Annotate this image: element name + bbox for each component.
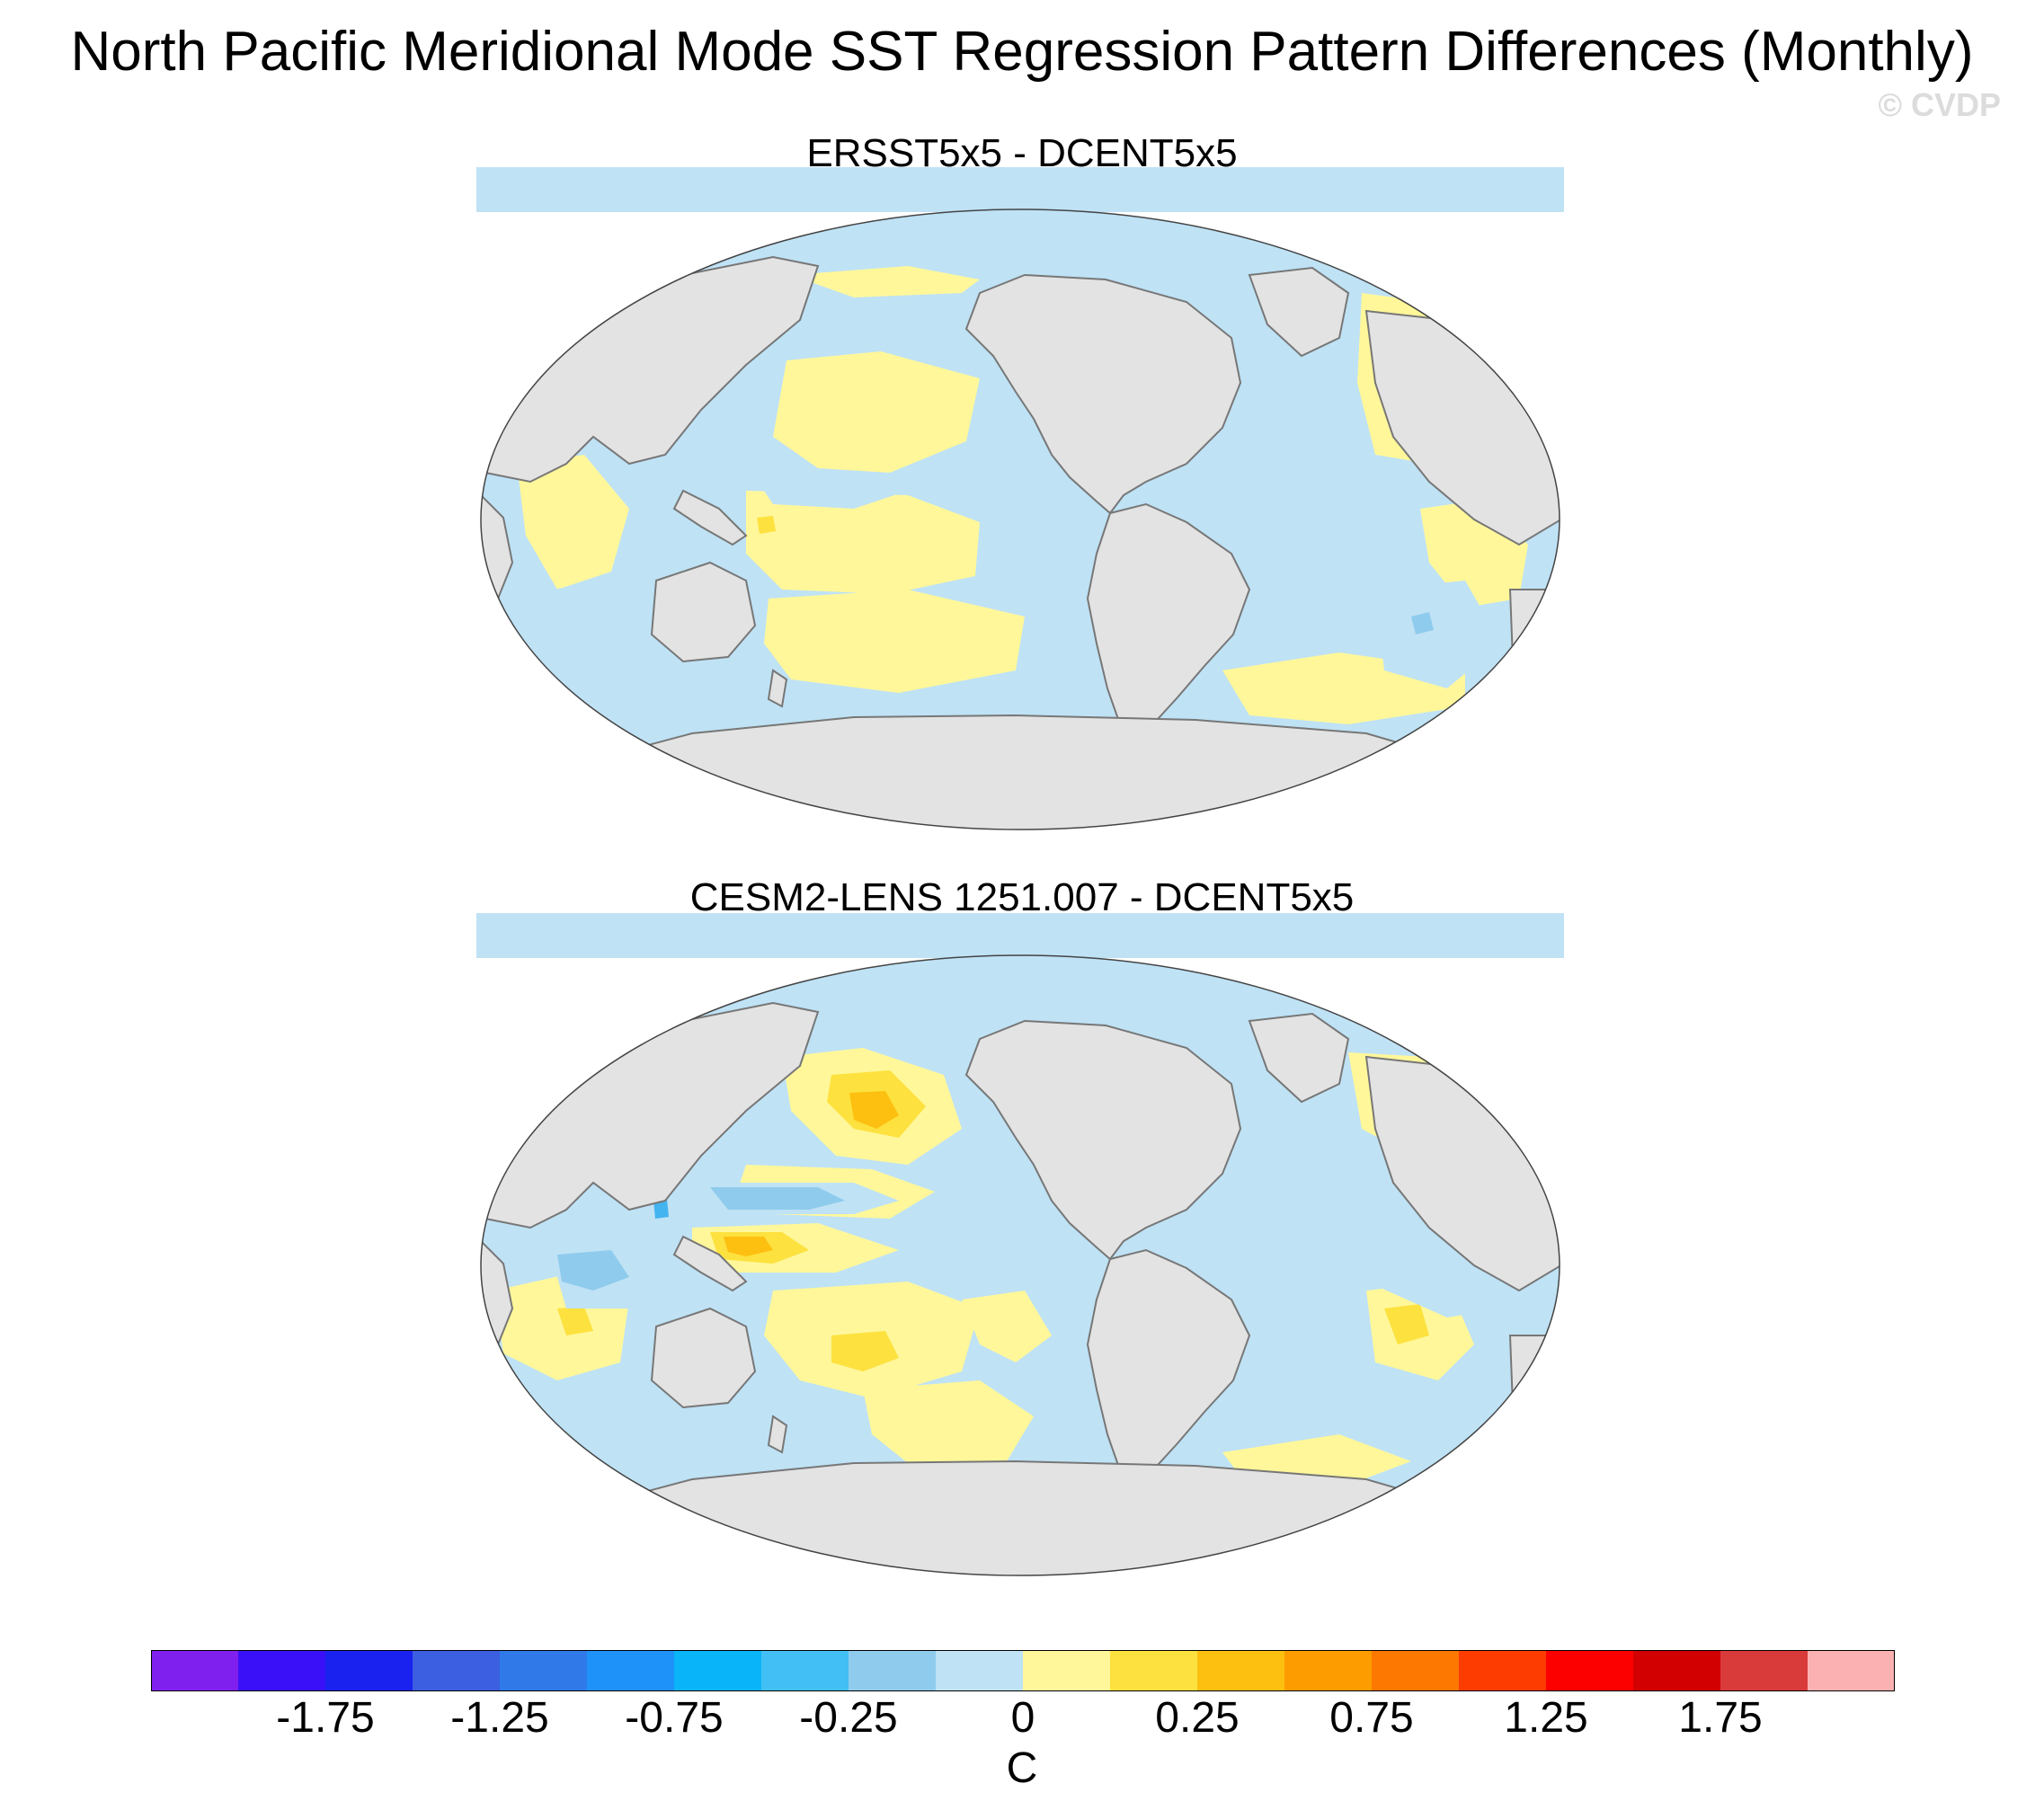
land-mass xyxy=(1508,589,1564,762)
sst-anomaly-region xyxy=(746,464,908,509)
sst-anomaly-region xyxy=(764,590,1025,693)
land-mass xyxy=(1086,502,1251,746)
colorbar-swatch xyxy=(936,1650,1024,1691)
colorbar-tick-label: -0.25 xyxy=(799,1694,898,1742)
sst-anomaly-region xyxy=(724,1237,773,1256)
colorbar-tick-label: 0.75 xyxy=(1329,1694,1414,1742)
sst-anomaly-region xyxy=(517,455,629,590)
colorbar-tick-label: -0.75 xyxy=(625,1694,724,1742)
colorbar-frame xyxy=(151,1650,1895,1691)
land-mass xyxy=(650,1307,757,1409)
colorbar-tick-label: 0 xyxy=(1010,1694,1035,1742)
land-mass xyxy=(964,1019,1242,1261)
colorbar-swatch xyxy=(1633,1650,1721,1691)
colorbar-swatch xyxy=(587,1650,675,1691)
land-mass xyxy=(1248,266,1350,358)
sst-anomaly-region xyxy=(746,491,980,594)
colorbar-swatch xyxy=(1808,1650,1895,1691)
sst-anomaly-region xyxy=(653,1199,669,1219)
globe-outline xyxy=(480,954,1560,1576)
sst-anomaly-region xyxy=(557,1250,629,1291)
colorbar-swatch xyxy=(500,1650,588,1691)
colorbar-swatch xyxy=(1110,1650,1198,1691)
sst-anomaly-region xyxy=(962,1291,1052,1362)
colorbar-labels: -1.75 -1.25 -0.75 -0.25 0 0.25 0.75 1.25 1.75 xyxy=(0,1693,2044,1747)
globe-outline xyxy=(480,209,1560,830)
sst-anomaly-region xyxy=(1384,1304,1429,1344)
colorbar-swatch xyxy=(674,1650,762,1691)
colorbar-tick-label: 1.75 xyxy=(1678,1694,1763,1742)
colorbar-swatch xyxy=(1284,1650,1373,1691)
sst-anomaly-region xyxy=(710,1187,845,1210)
land-mass xyxy=(554,1460,1486,1575)
colorbar-swatch xyxy=(325,1650,413,1691)
sst-anomaly-region xyxy=(831,1331,899,1371)
sst-anomaly-region xyxy=(791,266,980,297)
colorbar-swatch xyxy=(1197,1650,1285,1691)
colorbar-tick-label: 0.25 xyxy=(1155,1694,1240,1742)
colorbar-tick-label: -1.75 xyxy=(276,1694,375,1742)
colorbar-swatch xyxy=(1372,1650,1460,1691)
colorbar-tick-label: 1.25 xyxy=(1504,1694,1588,1742)
land-mass xyxy=(1248,1012,1350,1104)
land-mass xyxy=(1086,1248,1251,1492)
colorbar-swatch xyxy=(1720,1650,1808,1691)
colorbar-swatch xyxy=(238,1650,326,1691)
land-mass xyxy=(672,1235,748,1292)
sst-anomaly-region xyxy=(849,1091,899,1129)
sst-anomaly-region xyxy=(557,1307,593,1335)
colorbar-swatch xyxy=(1023,1650,1111,1691)
sst-anomaly-region xyxy=(629,1407,773,1488)
sst-anomaly-region xyxy=(773,351,980,473)
colorbar-swatch xyxy=(151,1650,239,1691)
colorbar-swatch xyxy=(849,1650,937,1691)
land-mass xyxy=(1508,1335,1564,1508)
colorbar-swatch xyxy=(413,1650,501,1691)
sst-anomaly-region xyxy=(863,1380,1034,1470)
colorbar-swatch xyxy=(761,1650,849,1691)
colorbar-tick-label: -1.25 xyxy=(450,1694,549,1742)
cvdp-watermark: © CVDP xyxy=(1878,86,2001,123)
main-title: North Pacific Meridional Mode SST Regres… xyxy=(70,21,1974,83)
land-mass xyxy=(554,714,1486,830)
land-mass xyxy=(964,273,1242,515)
colorbar-swatch xyxy=(1546,1650,1634,1691)
land-mass xyxy=(767,669,788,708)
colorbar-unit: C xyxy=(1006,1744,1038,1792)
colorbar xyxy=(151,1650,1895,1691)
colorbar-swatch xyxy=(1459,1650,1547,1691)
sst-anomaly-region xyxy=(1411,612,1434,634)
land-mass xyxy=(672,489,748,546)
map-panel-top xyxy=(476,167,1564,830)
map-panel-bottom xyxy=(476,913,1564,1576)
sst-anomaly-region xyxy=(757,516,776,534)
panel-title-bottom: CESM2-LENS 1251.007 - DCENT5x5 xyxy=(689,875,1355,919)
land-mass xyxy=(767,1415,788,1454)
land-mass xyxy=(650,561,757,663)
sst-anomaly-region xyxy=(1375,581,1501,688)
